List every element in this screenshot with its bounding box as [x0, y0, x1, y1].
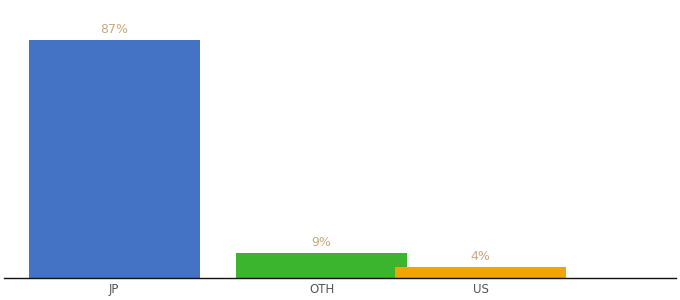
Text: 9%: 9% — [311, 236, 332, 249]
Bar — [236, 253, 407, 278]
Bar — [29, 40, 199, 278]
Text: 87%: 87% — [100, 23, 128, 36]
Bar — [395, 267, 566, 278]
Text: 4%: 4% — [471, 250, 490, 263]
